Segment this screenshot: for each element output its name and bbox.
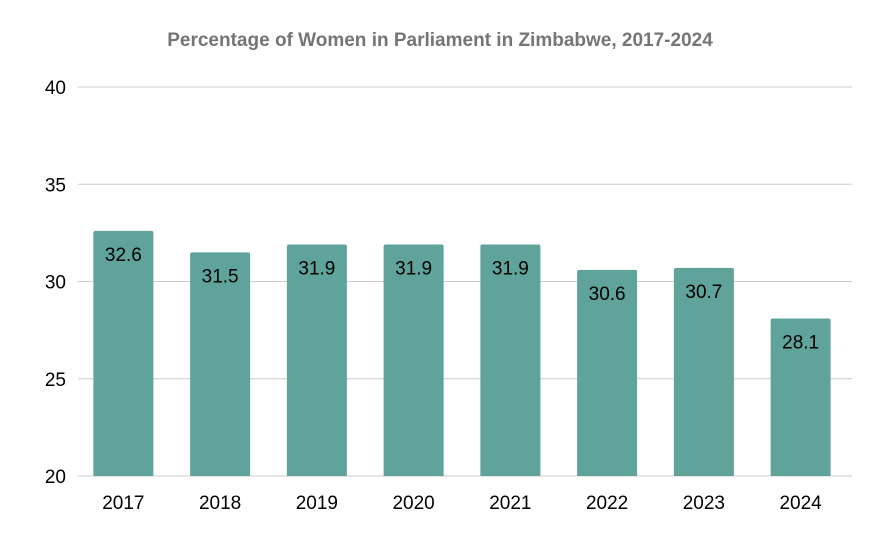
data-label: 31.9 [298, 259, 335, 280]
x-tick-label: 2024 [779, 493, 822, 514]
x-tick-label: 2023 [683, 493, 725, 514]
y-tick-label: 40 [45, 78, 66, 99]
data-label: 32.6 [105, 245, 142, 266]
data-label: 30.6 [589, 284, 626, 305]
bar-2017 [93, 230, 154, 476]
x-tick-label: 2017 [102, 493, 144, 514]
bar-2021 [480, 244, 541, 476]
x-tick-label: 2018 [199, 493, 241, 514]
y-tick-label: 25 [45, 370, 66, 391]
bar-2019 [286, 244, 347, 476]
bar-2020 [383, 244, 444, 476]
bar-2023 [673, 267, 734, 476]
bar-2022 [577, 269, 638, 476]
data-label: 31.9 [492, 259, 529, 280]
x-tick-label: 2022 [586, 493, 628, 514]
y-tick-label: 30 [45, 273, 66, 294]
x-tick-label: 2020 [392, 493, 434, 514]
data-label: 28.1 [782, 332, 819, 353]
bar-2018 [190, 252, 251, 476]
chart-title: Percentage of Women in Parliament in Zim… [167, 30, 713, 51]
y-tick-label: 20 [45, 467, 66, 488]
x-tick-label: 2021 [489, 493, 531, 514]
data-label: 30.7 [685, 282, 722, 303]
data-label: 31.5 [202, 266, 239, 287]
y-tick-label: 35 [45, 175, 66, 196]
bar-2024 [770, 318, 831, 476]
x-tick-label: 2019 [296, 493, 338, 514]
data-label: 31.9 [395, 259, 432, 280]
